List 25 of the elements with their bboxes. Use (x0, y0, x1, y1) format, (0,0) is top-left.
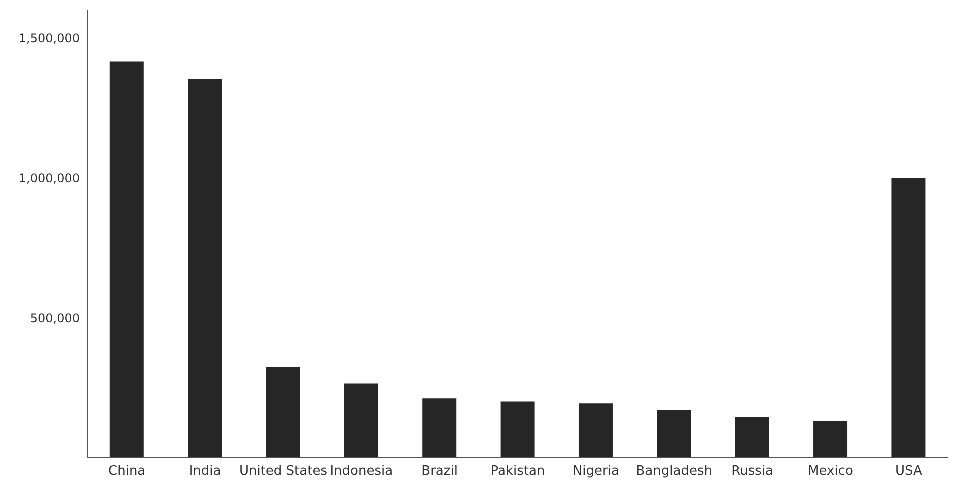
x-tick-label: United States (239, 464, 328, 480)
y-tick-label: 500,000 (30, 311, 80, 326)
bar (110, 62, 144, 458)
y-tick-label: 1,000,000 (18, 171, 80, 186)
x-tick-label: Nigeria (572, 464, 620, 480)
x-tick-label: China (108, 464, 146, 480)
x-tick-label: Brazil (422, 464, 458, 480)
y-tick-label: 1,500,000 (18, 31, 80, 46)
bar (814, 421, 848, 458)
x-tick-label: Indonesia (330, 464, 394, 480)
x-tick-label: Mexico (808, 464, 854, 480)
bar (735, 417, 770, 458)
bar (657, 410, 692, 458)
bar (500, 402, 535, 458)
x-tick-label: India (189, 464, 222, 480)
bar (892, 178, 926, 458)
bar (422, 398, 457, 458)
bar (344, 384, 378, 458)
bar (266, 367, 300, 458)
x-tick-label: USA (895, 464, 922, 480)
x-tick-label: Pakistan (490, 464, 546, 480)
x-tick-label: Russia (732, 464, 774, 480)
x-tick-label: Bangladesh (636, 464, 712, 480)
bar (188, 79, 222, 458)
bar (578, 404, 613, 458)
